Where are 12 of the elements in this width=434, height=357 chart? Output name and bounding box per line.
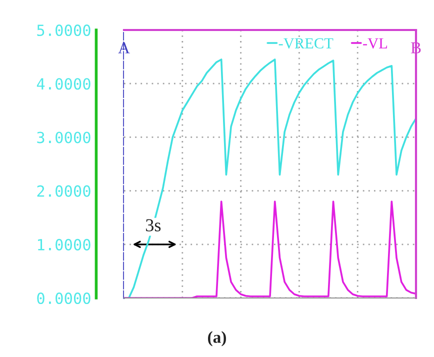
legend-label: -VRECT (278, 38, 334, 49)
annotation: 3s (146, 219, 161, 232)
y-tick-label: 3.0000 (37, 132, 90, 144)
y-tick-label: 1.0000 (38, 238, 90, 250)
y-tick-label: 2.0000 (37, 185, 90, 197)
annotation: A (118, 42, 130, 54)
line-series (124, 200, 416, 298)
y-tick-label: 4.0000 (36, 78, 90, 90)
text: (a) (208, 331, 226, 346)
y-tick-label: 0.0000 (37, 292, 90, 304)
legend-label: -VL (363, 38, 388, 49)
y-tick-label: 5.0000 (37, 24, 90, 36)
